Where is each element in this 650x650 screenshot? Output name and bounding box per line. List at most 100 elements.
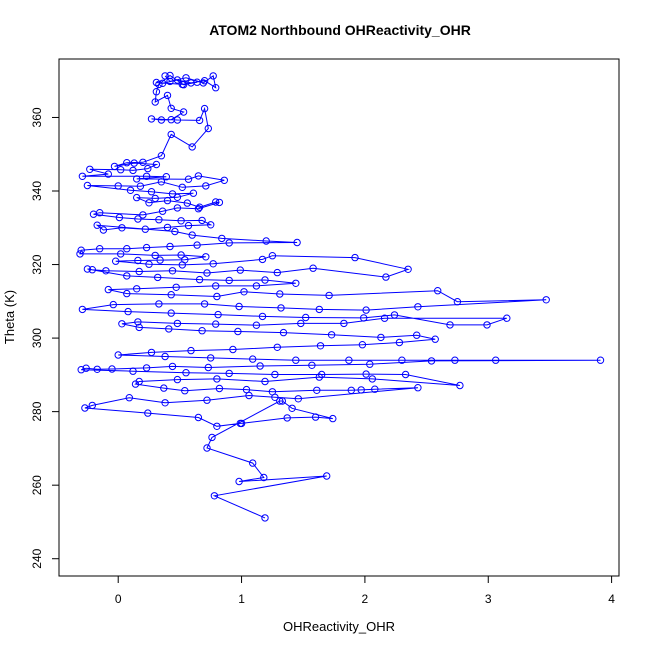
- data-point: [147, 115, 156, 123]
- data-point: [225, 276, 233, 285]
- data-point: [240, 288, 248, 296]
- data-point: [309, 264, 317, 272]
- data-point: [198, 327, 206, 335]
- data-point: [318, 370, 326, 379]
- data-point: [117, 166, 125, 174]
- data-point: [133, 285, 141, 293]
- data-point: [93, 365, 101, 373]
- data-point: [193, 78, 201, 86]
- data-point: [82, 364, 90, 372]
- data-point: [207, 354, 215, 362]
- data-point: [147, 188, 156, 196]
- data-point: [131, 380, 140, 388]
- data-point: [292, 279, 300, 287]
- data-point: [261, 377, 269, 386]
- data-point: [151, 98, 159, 106]
- data-point: [213, 292, 221, 301]
- data-point: [163, 196, 172, 205]
- data-point: [151, 194, 159, 203]
- data-point: [142, 243, 151, 252]
- data-point: [236, 266, 245, 274]
- data-point: [194, 172, 203, 180]
- data-point: [115, 213, 124, 222]
- data-point: [165, 325, 173, 333]
- data-point: [126, 186, 135, 195]
- data-point: [172, 283, 180, 291]
- data-point: [179, 81, 188, 89]
- data-point: [123, 289, 131, 298]
- data-point: [81, 404, 89, 412]
- data-point: [173, 375, 182, 384]
- data-point: [214, 310, 222, 319]
- data-point: [362, 370, 370, 378]
- data-point: [118, 224, 126, 232]
- y-tick-label: 300: [30, 328, 44, 348]
- data-point: [235, 477, 243, 486]
- data-point: [77, 366, 85, 374]
- plot-area: [76, 71, 605, 522]
- data-point: [155, 80, 163, 89]
- data-point: [220, 176, 229, 185]
- data-point: [245, 391, 253, 400]
- data-point: [155, 216, 163, 224]
- data-point: [102, 267, 110, 275]
- data-point: [377, 333, 385, 342]
- data-point: [110, 162, 119, 171]
- data-point: [208, 433, 216, 442]
- data-point: [117, 250, 125, 258]
- data-point: [154, 273, 162, 282]
- data-point: [340, 319, 348, 328]
- data-point: [311, 413, 320, 421]
- data-point: [161, 352, 169, 361]
- data-point: [209, 260, 217, 268]
- data-point: [261, 276, 269, 284]
- data-point: [88, 401, 97, 410]
- data-point: [325, 291, 333, 300]
- data-point: [163, 91, 172, 100]
- data-point: [294, 395, 302, 403]
- data-point: [414, 384, 422, 392]
- data-point: [157, 152, 166, 160]
- data-point: [123, 159, 131, 167]
- data-point: [108, 365, 116, 373]
- data-point: [382, 273, 390, 281]
- data-point: [168, 190, 177, 198]
- data-point: [212, 84, 220, 92]
- data-point: [413, 331, 421, 339]
- data-point: [130, 159, 138, 167]
- data-point: [134, 318, 142, 326]
- data-point: [273, 343, 281, 351]
- data-point: [195, 203, 204, 211]
- data-point: [86, 165, 94, 174]
- data-point: [78, 305, 87, 314]
- data-point: [225, 369, 233, 378]
- data-point: [215, 384, 224, 393]
- y-tick-label: 320: [30, 254, 44, 274]
- data-point: [173, 193, 182, 202]
- data-point: [434, 287, 442, 295]
- data-point: [404, 265, 412, 273]
- data-point: [136, 182, 145, 190]
- data-point: [189, 189, 198, 197]
- data-point: [202, 253, 210, 261]
- data-point: [200, 300, 209, 308]
- data-point: [249, 459, 257, 467]
- data-point: [167, 291, 175, 299]
- data-point: [157, 178, 166, 186]
- data-point: [160, 384, 168, 392]
- data-point: [596, 356, 605, 364]
- data-point: [162, 173, 171, 181]
- data-point: [89, 210, 98, 218]
- data-point: [178, 183, 187, 192]
- data-point: [142, 172, 151, 181]
- data-point: [133, 193, 141, 202]
- data-point: [276, 397, 284, 405]
- data-point: [134, 215, 142, 223]
- data-point: [292, 356, 300, 364]
- data-point: [178, 261, 187, 269]
- data-point: [212, 282, 220, 290]
- data-point: [288, 404, 296, 412]
- data-point: [456, 381, 464, 390]
- data-point: [276, 290, 284, 298]
- data-point: [123, 245, 131, 253]
